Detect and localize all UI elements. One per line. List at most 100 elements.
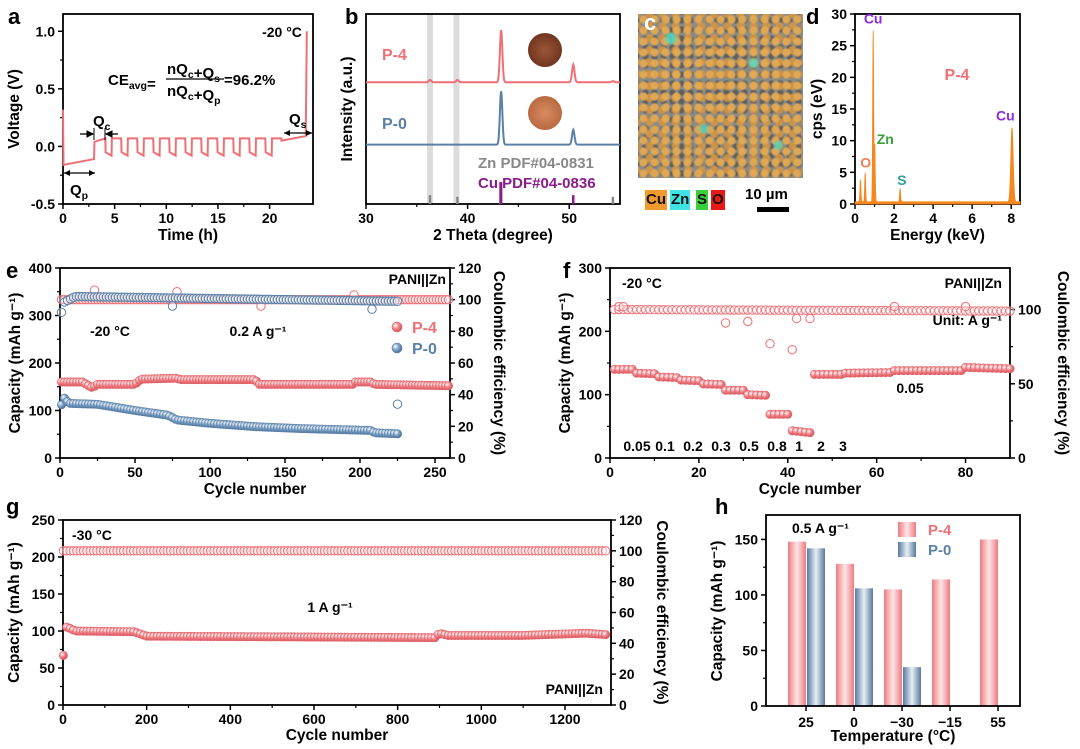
ce-marker [456,546,467,556]
ce-marker [587,546,597,556]
rate-label: 1 [795,438,803,454]
current-density-label: 1 A g⁻¹ [307,599,353,615]
y-tick-label: 0 [47,697,55,713]
text-span: = [147,76,156,93]
x-axis-title: Energy (keV) [890,227,985,244]
ce-marker [222,546,233,556]
ce-marker [329,546,340,556]
ce-marker [229,546,239,556]
y2-axis-title: Coulombic efficiency (%) [1054,271,1071,455]
legend-element-o: O [711,190,725,210]
ce-marker [440,294,451,305]
ce-marker [179,546,189,556]
ce-marker [209,546,219,556]
temperature-label: -20 °C [262,24,302,40]
legend-swatch-p0 [898,542,916,557]
recovery-rate-label: 0.05 [896,380,923,396]
ce-marker [319,546,330,556]
ce-marker [182,546,192,556]
scale-bar-label: 10 µm [745,186,788,203]
highlight-band [453,14,460,204]
ce-marker [487,546,497,556]
ce-marker [889,301,900,312]
y-tick-label: 150 [32,586,56,602]
ce-marker [510,546,520,556]
y2-tick-label: 50 [1018,376,1034,392]
ce-marker [313,546,323,556]
sem-eds-map-image [638,14,803,178]
y2-axis-title: Coulombic efficiency (%) [490,271,507,455]
y-tick-label: 100 [735,587,759,603]
text-span: +Q [194,87,215,104]
x-tick-label: 30 [358,210,374,226]
y2-tick-label: 0 [619,697,627,713]
sample-label: P-4 [945,67,970,84]
y-tick-label: 400 [29,260,53,276]
ce-marker [216,546,226,556]
x-tick-label: 2 [890,210,898,226]
text-span: CE [108,72,129,89]
x-tick-label: 5 [111,210,119,226]
ce-marker [299,546,310,556]
ce-marker [507,546,517,556]
legend-swatch-p4 [898,522,916,537]
temperature-label: -20 °C [622,275,662,291]
system-label: PANI||Zn [389,271,446,287]
bar-p-0 [807,548,825,706]
y2-tick-label: 100 [1018,302,1042,318]
ce-marker [513,546,524,556]
ce-marker [392,399,403,409]
x-tick-label: 0 [850,714,858,730]
ce-marker [149,546,159,556]
y-tick-label: 50 [39,660,55,676]
x-tick-label: 400 [219,711,243,727]
ce-marker [410,546,420,556]
capacity-marker [392,429,402,439]
capacity-marker [1005,364,1015,374]
y-tick-label: 200 [29,355,53,371]
bar-p-0 [855,588,873,706]
x-tick-label: 1000 [466,711,497,727]
formula-lhs: CEavg= [108,72,156,93]
x-tick-label: 0 [59,210,67,226]
x-tick-label: 40 [780,464,796,480]
ce-marker [266,546,276,556]
peak-label: Cu [996,107,1015,123]
y-tick-label: 200 [32,549,56,565]
ce-marker [570,546,581,556]
x-tick-label: 200 [348,464,372,480]
ce-marker [490,546,500,556]
y2-tick-label: 20 [619,666,635,682]
ce-marker [78,546,89,556]
formula-denominator: nQc+Qp [167,83,221,107]
ce-marker [805,313,815,324]
ce-marker [139,546,149,556]
xrd-pattern-p-4 [366,29,620,84]
x-tick-label: 55 [990,714,1006,730]
x-axis-title: Cycle number [204,481,307,498]
ce-marker [540,546,551,556]
x-tick-label: 0 [59,711,67,727]
y-tick-label: 0 [594,450,602,466]
series-label: P-0 [382,116,407,133]
x-axis-title: Cycle number [286,727,389,744]
capacity-marker [58,650,68,660]
x-tick-label: 1200 [549,711,580,727]
ce-marker [393,546,403,556]
ce-marker [466,546,477,556]
x-tick-label: 80 [958,464,974,480]
ce-marker [142,546,152,556]
qc-label: Qc [93,113,111,133]
rate-label: 0.05 [623,438,650,454]
panel-label-a: a [8,4,21,29]
ce-marker [460,546,470,556]
bar-p-4 [980,539,998,706]
panel-label-e: e [6,258,18,283]
rate-label: 2 [817,438,825,454]
ce-marker [309,546,320,556]
y-tick-label: 25 [831,38,847,54]
y2-tick-label: 40 [458,387,474,403]
ce-marker [259,546,269,556]
ce-marker [256,546,266,556]
